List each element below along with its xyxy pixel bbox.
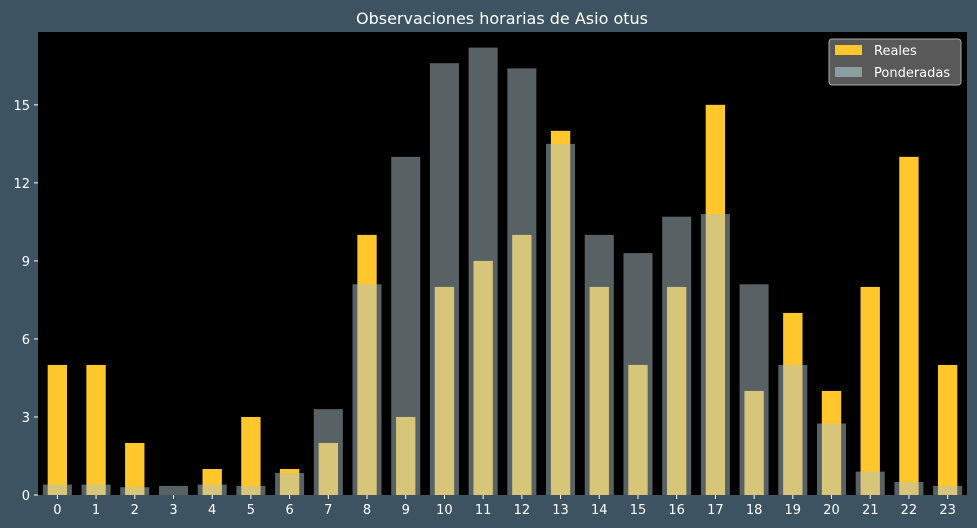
y-tick-label-3: 3	[22, 411, 30, 426]
x-tick-label-0: 0	[53, 503, 61, 518]
bar-ponderadas-10	[429, 63, 459, 496]
y-tick-label-0: 0	[22, 489, 30, 504]
x-tick-label-7: 7	[324, 503, 332, 518]
x-tick-label-20: 20	[823, 503, 840, 518]
bar-reales-0	[47, 364, 68, 495]
bar-ponderadas-11	[468, 47, 498, 495]
y-tick-label-12: 12	[13, 177, 30, 192]
x-tick-label-2: 2	[131, 503, 139, 518]
bar-ponderadas-18	[739, 284, 769, 495]
bar-ponderadas-9	[391, 156, 421, 495]
bar-ponderadas-14	[584, 234, 614, 495]
x-tick-label-5: 5	[247, 503, 255, 518]
bar-reales-5	[241, 416, 261, 495]
bar-reales-21	[860, 286, 880, 495]
y-tick-label-9: 9	[22, 255, 30, 270]
bar-reales-22	[899, 156, 919, 495]
bar-reales-2	[125, 442, 145, 495]
legend-swatch-reales	[835, 45, 862, 55]
x-tick-label-14: 14	[591, 503, 608, 518]
plot-area	[38, 32, 967, 495]
axes-layer: 0 1 2 3 4 5 6 7 8 9 10 11 12 13 14 15 16 17 18 19 20 21 22 2303…	[13, 99, 955, 518]
bar-ponderadas-16	[662, 216, 692, 495]
bar-ponderadas-13	[546, 143, 576, 495]
x-tick-label-13: 13	[552, 503, 569, 518]
bar-ponderadas-2	[120, 487, 150, 495]
bars-layer	[42, 47, 963, 496]
bar-ponderadas-17	[700, 214, 730, 495]
x-tick-label-1: 1	[92, 503, 100, 518]
legend-label-ponderadas: Ponderadas	[874, 66, 950, 81]
bar-ponderadas-4	[197, 484, 227, 495]
bar-ponderadas-0	[42, 484, 72, 495]
x-tick-label-6: 6	[285, 503, 293, 518]
bar-ponderadas-23	[933, 485, 963, 495]
x-tick-label-9: 9	[402, 503, 410, 518]
bar-ponderadas-12	[507, 68, 537, 495]
x-tick-label-18: 18	[746, 503, 763, 518]
bar-ponderadas-21	[855, 471, 885, 495]
bar-ponderadas-22	[894, 481, 924, 495]
bar-reales-23	[937, 364, 958, 495]
y-tick-label-15: 15	[13, 99, 30, 114]
bar-ponderadas-1	[81, 484, 111, 495]
x-tick-label-12: 12	[514, 503, 531, 518]
x-tick-label-15: 15	[630, 503, 647, 518]
bar-ponderadas-7	[313, 409, 343, 495]
chart-title: Observaciones horarias de Asio otus	[356, 9, 648, 28]
legend-swatch-ponderadas	[835, 67, 862, 77]
bar-reales-1	[86, 364, 106, 495]
bar-ponderadas-3	[158, 485, 188, 495]
x-tick-label-11: 11	[475, 503, 492, 518]
legend: Reales Ponderadas	[828, 38, 962, 86]
x-tick-label-19: 19	[785, 503, 802, 518]
bar-ponderadas-15	[623, 253, 653, 495]
x-tick-label-16: 16	[668, 503, 685, 518]
x-tick-label-22: 22	[901, 503, 918, 518]
x-tick-label-17: 17	[707, 503, 724, 518]
bar-ponderadas-19	[778, 364, 808, 495]
x-tick-label-4: 4	[208, 503, 216, 518]
bar-ponderadas-20	[817, 423, 847, 495]
x-tick-label-23: 23	[939, 503, 956, 518]
x-tick-label-3: 3	[169, 503, 177, 518]
x-tick-label-8: 8	[363, 503, 371, 518]
x-tick-label-21: 21	[862, 503, 879, 518]
bar-ponderadas-6	[275, 472, 305, 495]
bar-ponderadas-8	[352, 284, 382, 495]
y-tick-label-6: 6	[22, 333, 30, 348]
bar-ponderadas-5	[236, 485, 266, 495]
x-tick-label-10: 10	[436, 503, 453, 518]
legend-label-reales: Reales	[874, 44, 917, 59]
